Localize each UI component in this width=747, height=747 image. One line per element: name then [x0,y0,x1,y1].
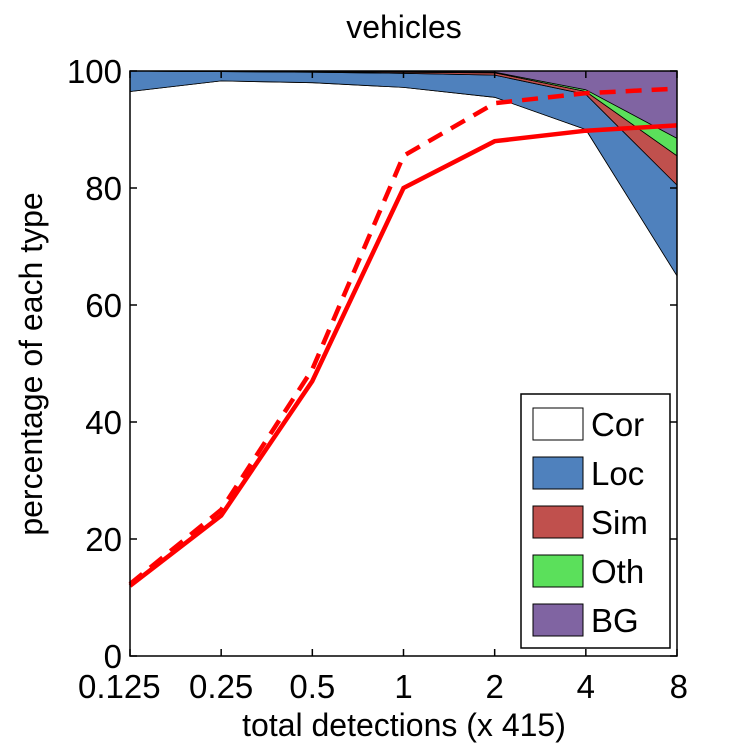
y-axis-label: percentage of each type [13,192,49,535]
line-dashed [128,86,678,586]
x-tick-label: 4 [577,668,595,705]
legend-label: Oth [591,553,644,590]
legend-swatch-sim [532,505,584,539]
legend-label: Loc [591,455,644,492]
x-tick-label: 0.125 [78,668,161,705]
x-tick-label: 8 [670,668,688,705]
y-tick-label: 20 [85,521,122,558]
recall-lines [128,86,678,588]
y-tick-label: 0 [104,638,122,675]
x-tick-label: 2 [485,668,503,705]
legend: Cor Loc Sim Oth BG [520,393,671,649]
legend-swatch-oth [532,554,584,588]
legend-swatch-cor [532,407,584,441]
chart-title: vehicles [346,9,462,45]
legend-swatch-loc [532,456,584,490]
legend-swatch-bg [532,603,584,637]
legend-label: Cor [591,406,644,443]
x-axis: 0.125 0.25 0.5 1 2 4 8 [78,71,688,705]
x-tick-label: 1 [394,668,412,705]
y-tick-label: 40 [85,404,122,441]
y-axis: 0 20 40 60 80 100 [67,53,677,675]
x-tick-label: 0.5 [289,668,335,705]
legend-label: BG [591,602,639,639]
y-tick-label: 80 [85,170,122,207]
y-tick-label: 100 [67,53,122,90]
x-tick-label: 0.25 [189,668,253,705]
y-tick-label: 60 [85,287,122,324]
x-axis-label: total detections (x 415) [242,707,566,743]
legend-label: Sim [591,504,648,541]
line-solid [128,123,678,588]
